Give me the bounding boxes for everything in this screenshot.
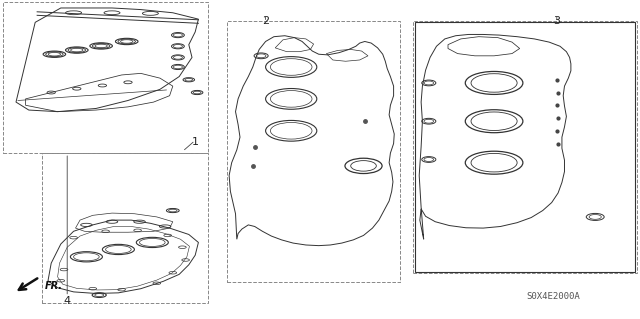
Bar [413,21,637,273]
Text: 3: 3 [554,16,560,26]
Bar [227,21,400,282]
Text: FR.: FR. [45,281,63,291]
Text: 1: 1 [192,137,198,147]
Bar [3,2,208,153]
Bar [415,22,635,272]
Text: 4: 4 [63,296,71,307]
Text: 2: 2 [262,16,269,26]
Text: S0X4E2000A: S0X4E2000A [527,293,580,301]
Bar [42,153,208,303]
